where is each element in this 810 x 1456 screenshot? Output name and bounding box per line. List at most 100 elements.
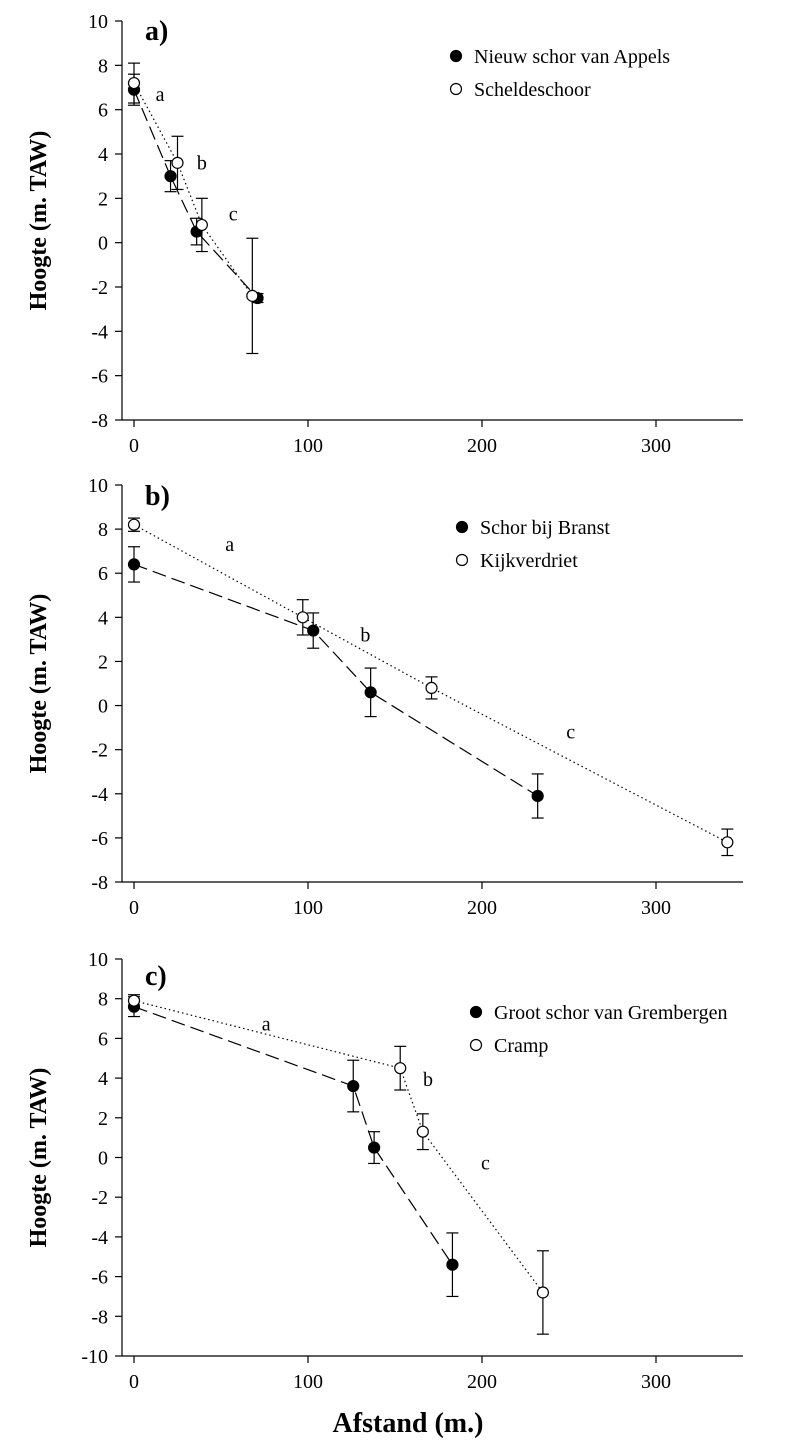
y-tick-label: 6 <box>98 1028 108 1050</box>
x-axis-title: Afstand (m.) <box>333 1408 484 1439</box>
data-point <box>127 518 141 531</box>
x-tick-label: 200 <box>467 897 497 919</box>
data-point <box>127 76 141 90</box>
data-point <box>721 836 734 849</box>
x-tick-label: 100 <box>293 1371 323 1393</box>
data-point <box>296 611 309 624</box>
series-line-2 <box>133 524 728 843</box>
y-tick-label: 0 <box>98 696 108 718</box>
segment-label: c <box>566 722 575 744</box>
segment-label: c <box>229 204 238 226</box>
segment-label: b <box>423 1069 433 1091</box>
y-tick-label: 6 <box>98 563 108 585</box>
data-point <box>246 289 259 302</box>
data-point <box>347 1079 360 1093</box>
y-tick-label: 8 <box>98 989 108 1011</box>
panel-label: a) <box>145 16 168 47</box>
legend-entry: Cramp <box>494 1035 548 1057</box>
x-tick-label: 0 <box>129 897 139 919</box>
data-point <box>425 681 438 695</box>
data-point <box>394 1062 407 1075</box>
segment-label: a <box>262 1013 271 1035</box>
y-tick-label: -8 <box>91 1306 108 1328</box>
y-tick-label: -6 <box>91 366 108 388</box>
legend-marker <box>469 1005 483 1019</box>
y-tick-label: -2 <box>91 740 108 762</box>
data-point <box>307 624 320 637</box>
series-line-1 <box>133 89 258 299</box>
y-tick-label: -6 <box>91 828 108 850</box>
data-point <box>416 1125 429 1138</box>
data-point <box>368 1141 381 1154</box>
y-axis-title: Hoogte (m. TAW) <box>26 131 52 311</box>
x-tick-label: 200 <box>467 1371 497 1393</box>
legend-entry: Scheldeschoor <box>474 79 591 101</box>
y-tick-label: 10 <box>88 11 108 33</box>
data-point <box>536 1286 550 1299</box>
series-line-2 <box>133 82 253 297</box>
y-tick-label: 2 <box>98 1108 108 1130</box>
panel-label: b) <box>145 481 170 512</box>
segment-label: a <box>156 84 165 106</box>
y-axis-title: Hoogte (m. TAW) <box>26 594 52 774</box>
y-tick-label: 0 <box>98 233 108 255</box>
y-tick-label: 10 <box>88 475 108 497</box>
y-tick-label: -8 <box>91 872 108 894</box>
data-point <box>171 156 184 169</box>
y-tick-label: -4 <box>91 784 108 806</box>
series-line-1 <box>133 1006 453 1266</box>
y-tick-label: -2 <box>91 277 108 299</box>
x-tick-label: 300 <box>641 1371 671 1393</box>
x-tick-label: 300 <box>641 897 671 919</box>
x-tick-label: 200 <box>467 435 497 457</box>
legend-marker <box>469 1038 483 1052</box>
x-tick-label: 100 <box>293 897 323 919</box>
legend-entry: Kijkverdriet <box>480 550 578 572</box>
legend-marker <box>455 520 469 534</box>
y-tick-label: -8 <box>91 410 108 432</box>
segment-label: b <box>360 625 370 647</box>
y-tick-label: -2 <box>91 1187 108 1209</box>
segment-label: b <box>197 153 207 175</box>
x-tick-label: 100 <box>293 435 323 457</box>
y-tick-label: 2 <box>98 188 108 210</box>
data-point <box>127 558 141 571</box>
data-point <box>364 686 377 699</box>
y-tick-label: 10 <box>88 949 108 971</box>
y-tick-label: 2 <box>98 651 108 673</box>
panel-label: c) <box>145 961 167 992</box>
x-tick-label: 0 <box>129 435 139 457</box>
y-tick-label: -4 <box>91 321 108 343</box>
y-tick-label: 0 <box>98 1148 108 1170</box>
legend-marker <box>449 82 463 96</box>
legend-marker <box>455 553 469 567</box>
y-tick-label: -10 <box>81 1346 108 1368</box>
y-tick-label: 4 <box>98 144 108 166</box>
y-axis-title: Hoogte (m. TAW) <box>26 1068 52 1248</box>
y-tick-label: 8 <box>98 55 108 77</box>
data-point <box>446 1258 459 1271</box>
y-tick-label: -4 <box>91 1227 108 1249</box>
segment-label: c <box>481 1152 490 1174</box>
series-line-2 <box>133 1000 544 1293</box>
data-point <box>127 994 141 1007</box>
y-tick-label: 6 <box>98 100 108 122</box>
y-tick-label: 4 <box>98 1068 108 1090</box>
segment-label: a <box>225 534 234 556</box>
y-tick-label: 4 <box>98 607 108 629</box>
x-tick-label: 0 <box>129 1371 139 1393</box>
data-point <box>531 789 544 803</box>
data-point <box>164 170 177 183</box>
series-line-1 <box>133 563 538 797</box>
y-tick-label: 8 <box>98 519 108 541</box>
legend-entry: Nieuw schor van Appels <box>474 46 670 68</box>
y-tick-label: -6 <box>91 1267 108 1289</box>
data-point <box>195 218 208 232</box>
legend-entry: Groot schor van Grembergen <box>494 1002 727 1024</box>
legend-entry: Schor bij Branst <box>480 517 610 539</box>
legend-marker <box>449 49 463 63</box>
